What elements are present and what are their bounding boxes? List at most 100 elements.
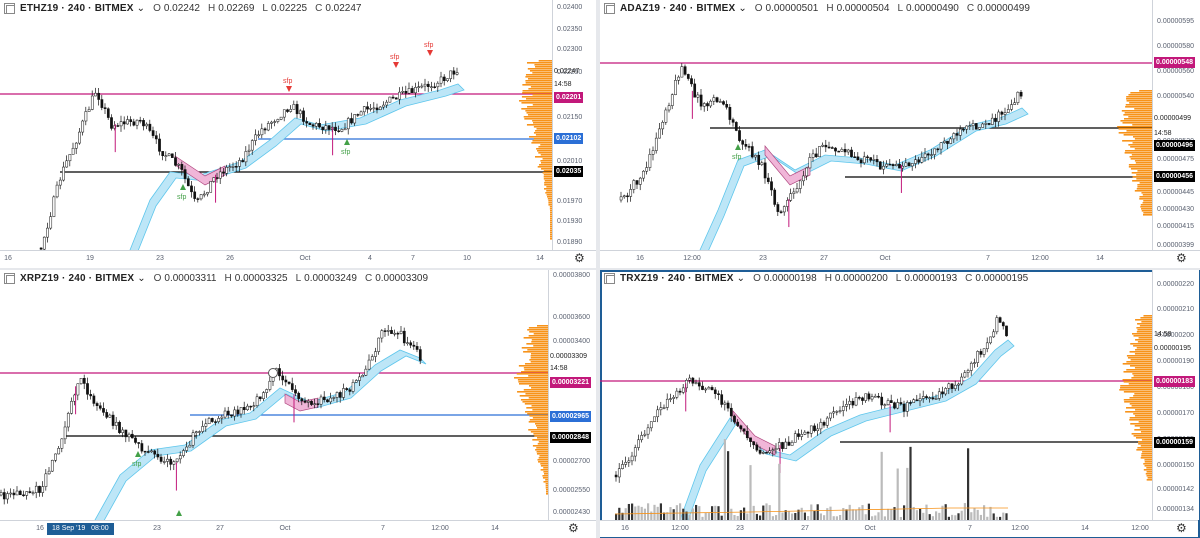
volume-bar <box>627 503 630 520</box>
candle-body <box>111 414 115 426</box>
volume-bar <box>995 516 998 520</box>
volume-bar <box>944 504 947 520</box>
volume-profile-bar <box>533 126 552 128</box>
chart-pane-adaz19[interactable]: ADAZ19 · 240 · BITMEX ⌄ O 0.00000501 H 0.0… <box>600 0 1200 268</box>
volume-bar <box>992 513 995 520</box>
price-tick-label: 0.00000142 <box>1157 486 1194 493</box>
volume-profile-bar <box>536 325 548 327</box>
candle-body <box>54 453 57 461</box>
volume-profile-bar <box>548 202 552 204</box>
time-tick-label: 12:00 <box>431 525 449 532</box>
candle-body <box>78 131 81 144</box>
candle-body <box>902 403 906 412</box>
level-price-tag: 0.00003221 <box>550 377 591 388</box>
volume-profile-bar <box>1121 110 1152 112</box>
chart-pane-ethz19[interactable]: ETHZ19 · 240 · BITMEX ⌄ O 0.02242 H 0.0226… <box>0 0 596 268</box>
chart-pane-trxz19[interactable]: TRXZ19 · 240 · BITMEX ⌄ O 0.00000198 H 0.0… <box>600 270 1200 538</box>
candle-body <box>322 396 326 401</box>
volume-profile-bar <box>1143 214 1152 216</box>
volume-profile-bar <box>1129 351 1152 353</box>
volume-profile-bar <box>543 170 552 172</box>
symbol-title[interactable]: ADAZ19 · 240 · BITMEX <box>620 3 736 14</box>
time-axis[interactable]: 16 12:00 23 27 Oct 7 12:00 14 <box>600 250 1200 268</box>
collapse-icon[interactable] <box>4 273 15 284</box>
chevron-down-icon[interactable]: ⌄ <box>738 3 747 14</box>
candle-body <box>423 83 427 87</box>
volume-profile-bar <box>526 62 552 64</box>
candle-body <box>889 400 893 403</box>
candle-body <box>31 492 35 494</box>
symbol-title[interactable]: ETHZ19 · 240 · BITMEX <box>20 3 134 14</box>
volume-profile-bar <box>1139 196 1152 198</box>
collapse-icon[interactable] <box>4 3 15 14</box>
candle-body <box>226 410 230 416</box>
price-axis[interactable]: 0.00000595 0.00000580 0.00000560 0.00000540… <box>1152 0 1200 250</box>
volume-profile-bar <box>1144 465 1152 467</box>
candle-body <box>782 206 786 213</box>
price-plot[interactable]: sfp sfp sfp sfp sfp <box>0 0 552 250</box>
candle-body <box>738 130 741 141</box>
time-axis[interactable]: 16 19 23 26 Oct 4 7 10 14 <box>0 250 596 268</box>
chevron-down-icon[interactable]: ⌄ <box>736 273 746 284</box>
price-axis[interactable]: 0.02400 0.02350 0.02300 0.02250 0.02150 0.020… <box>552 0 596 250</box>
gear-icon[interactable]: ⚙ <box>574 251 585 265</box>
collapse-icon[interactable] <box>604 273 615 284</box>
candle-body <box>718 101 722 103</box>
candle-body <box>701 385 704 390</box>
price-readout: 0.02247 <box>554 68 580 75</box>
time-axis[interactable]: 16 23 27 Oct 7 12:00 14 <box>0 520 596 538</box>
price-plot[interactable]: sfp <box>0 270 548 520</box>
candle-body <box>255 396 259 406</box>
price-plot[interactable]: sfp <box>600 0 1152 250</box>
candle-body <box>162 461 166 463</box>
chevron-down-icon[interactable]: ⌄ <box>137 273 146 284</box>
pane-divider-horizontal[interactable] <box>0 268 1200 270</box>
volume-profile-bar <box>1138 337 1152 339</box>
volume-profile <box>514 325 548 495</box>
chart-pane-xrpz19[interactable]: XRPZ19 · 240 · BITMEX ⌄ O 0.00003311 H 0.0… <box>0 270 596 538</box>
volume-bar <box>653 504 656 520</box>
candle-body <box>827 146 831 149</box>
sfp-label: sfp <box>177 194 186 201</box>
volume-profile-bar <box>536 425 548 427</box>
candle-body <box>241 160 245 163</box>
price-plot[interactable] <box>600 270 1152 520</box>
volume-bar <box>925 504 928 520</box>
symbol-title[interactable]: TRXZ19 · 240 · BITMEX <box>620 273 734 284</box>
gear-icon[interactable]: ⚙ <box>1176 521 1187 535</box>
gear-icon[interactable]: ⚙ <box>1176 251 1187 265</box>
volume-profile-bar <box>525 110 552 112</box>
candle-body <box>640 435 644 441</box>
candle-body <box>410 88 414 94</box>
collapse-icon[interactable] <box>604 3 615 14</box>
volume-profile-bar <box>534 423 548 425</box>
candle-body <box>110 117 113 129</box>
candle-body <box>973 362 976 364</box>
chevron-down-icon[interactable]: ⌄ <box>136 3 146 14</box>
candle-body <box>210 418 214 422</box>
volume-profile-bar <box>544 180 552 182</box>
price-axis[interactable]: 0.00003800 0.00003600 0.00003400 0.00002700… <box>548 270 596 520</box>
volume-profile-bar <box>1137 323 1152 325</box>
volume-profile-bar <box>1141 455 1152 457</box>
gear-icon[interactable]: ⚙ <box>568 521 579 535</box>
candle-body <box>58 179 62 186</box>
time-axis[interactable]: 16 12:00 23 27 Oct 7 12:00 14 12:00 <box>600 520 1198 537</box>
volume-bar <box>791 513 794 520</box>
volume-profile-bar <box>549 206 552 208</box>
volume-profile-bar <box>530 431 548 433</box>
volume-profile-bar <box>523 367 548 369</box>
volume-profile-bar <box>519 100 552 102</box>
volume-bar <box>970 512 973 520</box>
volume-bar <box>864 514 867 520</box>
volume-bar <box>832 516 835 520</box>
volume-profile-bar <box>532 104 552 106</box>
candle-body <box>926 153 930 156</box>
price-axis[interactable]: 0.00000220 0.00000210 0.00000200 0.00000190… <box>1152 270 1199 520</box>
symbol-title[interactable]: XRPZ19 · 240 · BITMEX <box>20 273 135 284</box>
candle-body <box>627 460 631 463</box>
volume-profile-bar <box>520 399 548 401</box>
time-tick-label: 7 <box>381 525 385 532</box>
candle-body <box>284 379 288 383</box>
time-tick-label: 16 <box>621 525 629 532</box>
